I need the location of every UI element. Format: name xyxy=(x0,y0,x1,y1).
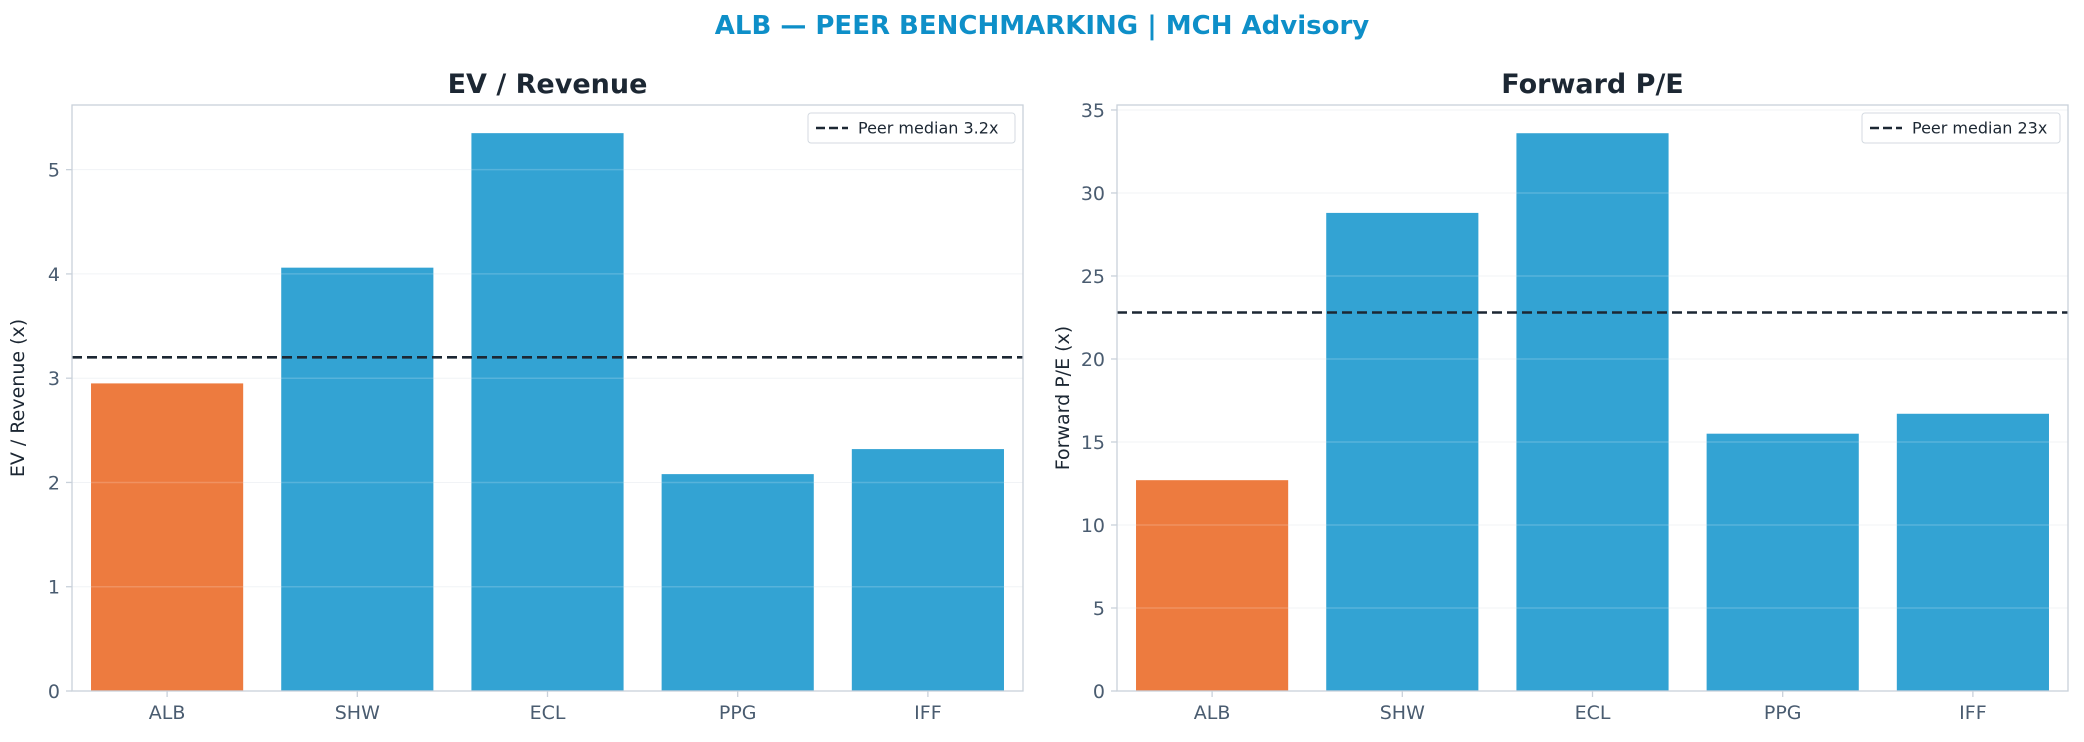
legend-box xyxy=(807,112,1016,144)
chart-forward-pe: 0 5 10 15 20 25 30 35 ALB SHW ECL PPG IFF Forward P/E… xyxy=(1052,69,2069,724)
y-tick-label: 0 xyxy=(48,681,60,703)
axes-title: Forward P/E xyxy=(1501,69,1684,100)
x-tick-label-alb: ALB xyxy=(149,702,186,724)
y-tick-label: 30 xyxy=(1081,183,1105,205)
bar-alb xyxy=(91,383,244,691)
x-tick-label-ppg: PPG xyxy=(1764,702,1802,724)
x-tick-label-iff: IFF xyxy=(914,702,941,724)
y-tick-label: 2 xyxy=(48,472,60,494)
y-tick-label: 3 xyxy=(48,368,60,390)
legend-entry: Peer median 3.2x xyxy=(858,119,998,138)
y-tick-label: 25 xyxy=(1081,266,1105,288)
y-tick-label: 20 xyxy=(1081,349,1105,371)
bar-alb xyxy=(1136,480,1289,691)
x-tick-label-iff: IFF xyxy=(1959,702,1986,724)
x-tick-label-ecl: ECL xyxy=(1575,702,1611,724)
x-tick-label-shw: SHW xyxy=(1380,702,1425,724)
y-tick-label: 5 xyxy=(48,160,60,182)
bar-shw xyxy=(281,267,434,691)
x-tick-label-alb: ALB xyxy=(1194,702,1231,724)
y-axis-label: EV / Revenue (x) xyxy=(7,319,29,477)
bar-ecl xyxy=(471,133,624,692)
y-axis-label: Forward P/E (x) xyxy=(1052,326,1074,470)
chart-ev-revenue: 0 1 2 3 4 5 ALB SHW ECL PPG IFF EV / Revenue EV / Re… xyxy=(7,69,1024,724)
y-tick-label: 35 xyxy=(1081,100,1105,122)
y-tick-label: 1 xyxy=(48,577,60,599)
y-tick-label: 0 xyxy=(1093,681,1105,703)
y-tick-label: 15 xyxy=(1081,432,1105,454)
bar-iff xyxy=(1896,413,2049,691)
y-tick-label: 4 xyxy=(48,264,60,286)
legend-box xyxy=(1861,112,2061,144)
y-tick-label: 5 xyxy=(1093,598,1105,620)
y-tick-label: 10 xyxy=(1081,515,1105,537)
bar-ppg xyxy=(661,474,814,691)
x-tick-label-ecl: ECL xyxy=(530,702,566,724)
x-tick-label-ppg: PPG xyxy=(719,702,757,724)
bar-shw xyxy=(1326,212,1479,691)
bar-iff xyxy=(851,449,1004,691)
x-tick-label-shw: SHW xyxy=(335,702,380,724)
bar-ppg xyxy=(1706,433,1859,691)
legend-entry: Peer median 23x xyxy=(1912,119,2047,138)
axes-title: EV / Revenue xyxy=(448,69,648,100)
bar-ecl xyxy=(1516,133,1669,692)
figure-title: ALB — PEER BENCHMARKING | MCH Advisory xyxy=(715,11,1369,41)
